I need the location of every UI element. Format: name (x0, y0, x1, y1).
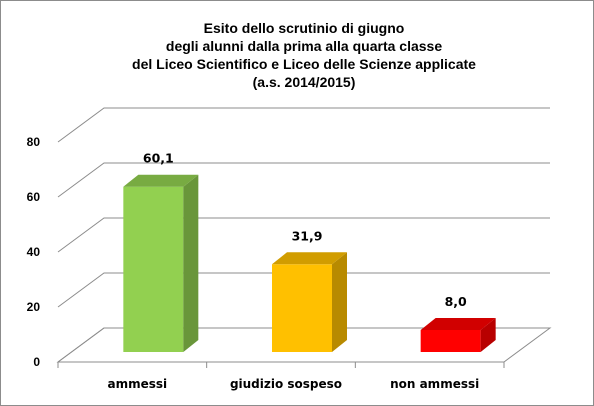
gridline (57, 107, 550, 143)
bar-top (420, 318, 496, 330)
bar-front (272, 264, 332, 352)
bar-front (420, 330, 481, 352)
y-tick-label: 0 (33, 355, 40, 369)
gridline (57, 272, 550, 308)
bar-side (332, 252, 347, 352)
title-line-4: (a.s. 2014/2015) (253, 74, 356, 90)
title-line-3: del Liceo Scientifico e Liceo delle Scie… (132, 56, 476, 72)
x-tick-label: ammessi (108, 377, 168, 391)
title-line-2: degli alunni dalla prima alla quarta cla… (166, 38, 442, 54)
y-tick-label: 40 (27, 245, 41, 259)
y-tick-label: 20 (27, 300, 41, 314)
gridline (57, 217, 550, 253)
gridline (57, 162, 550, 198)
x-tick-label: giudizio sospeso (230, 377, 342, 391)
y-tick-label: 60 (27, 190, 41, 204)
data-label: 60,1 (143, 151, 174, 166)
bar-top (272, 252, 347, 265)
data-label: 8,0 (445, 294, 467, 309)
chart-title: Esito dello scrutinio di giugno degli al… (132, 20, 476, 90)
bar-side (480, 318, 496, 352)
data-label: 31,9 (292, 228, 323, 243)
plot-area: 0 20 40 60 80 60,1 31,9 8,0 ammessi giudizio sosp… (27, 107, 552, 391)
bar-top (123, 174, 199, 187)
x-tick-label: non ammessi (390, 377, 479, 391)
title-line-1: Esito dello scrutinio di giugno (204, 20, 405, 36)
y-tick-label: 80 (27, 135, 41, 149)
bar-side (183, 174, 199, 352)
bar-front (123, 186, 184, 352)
